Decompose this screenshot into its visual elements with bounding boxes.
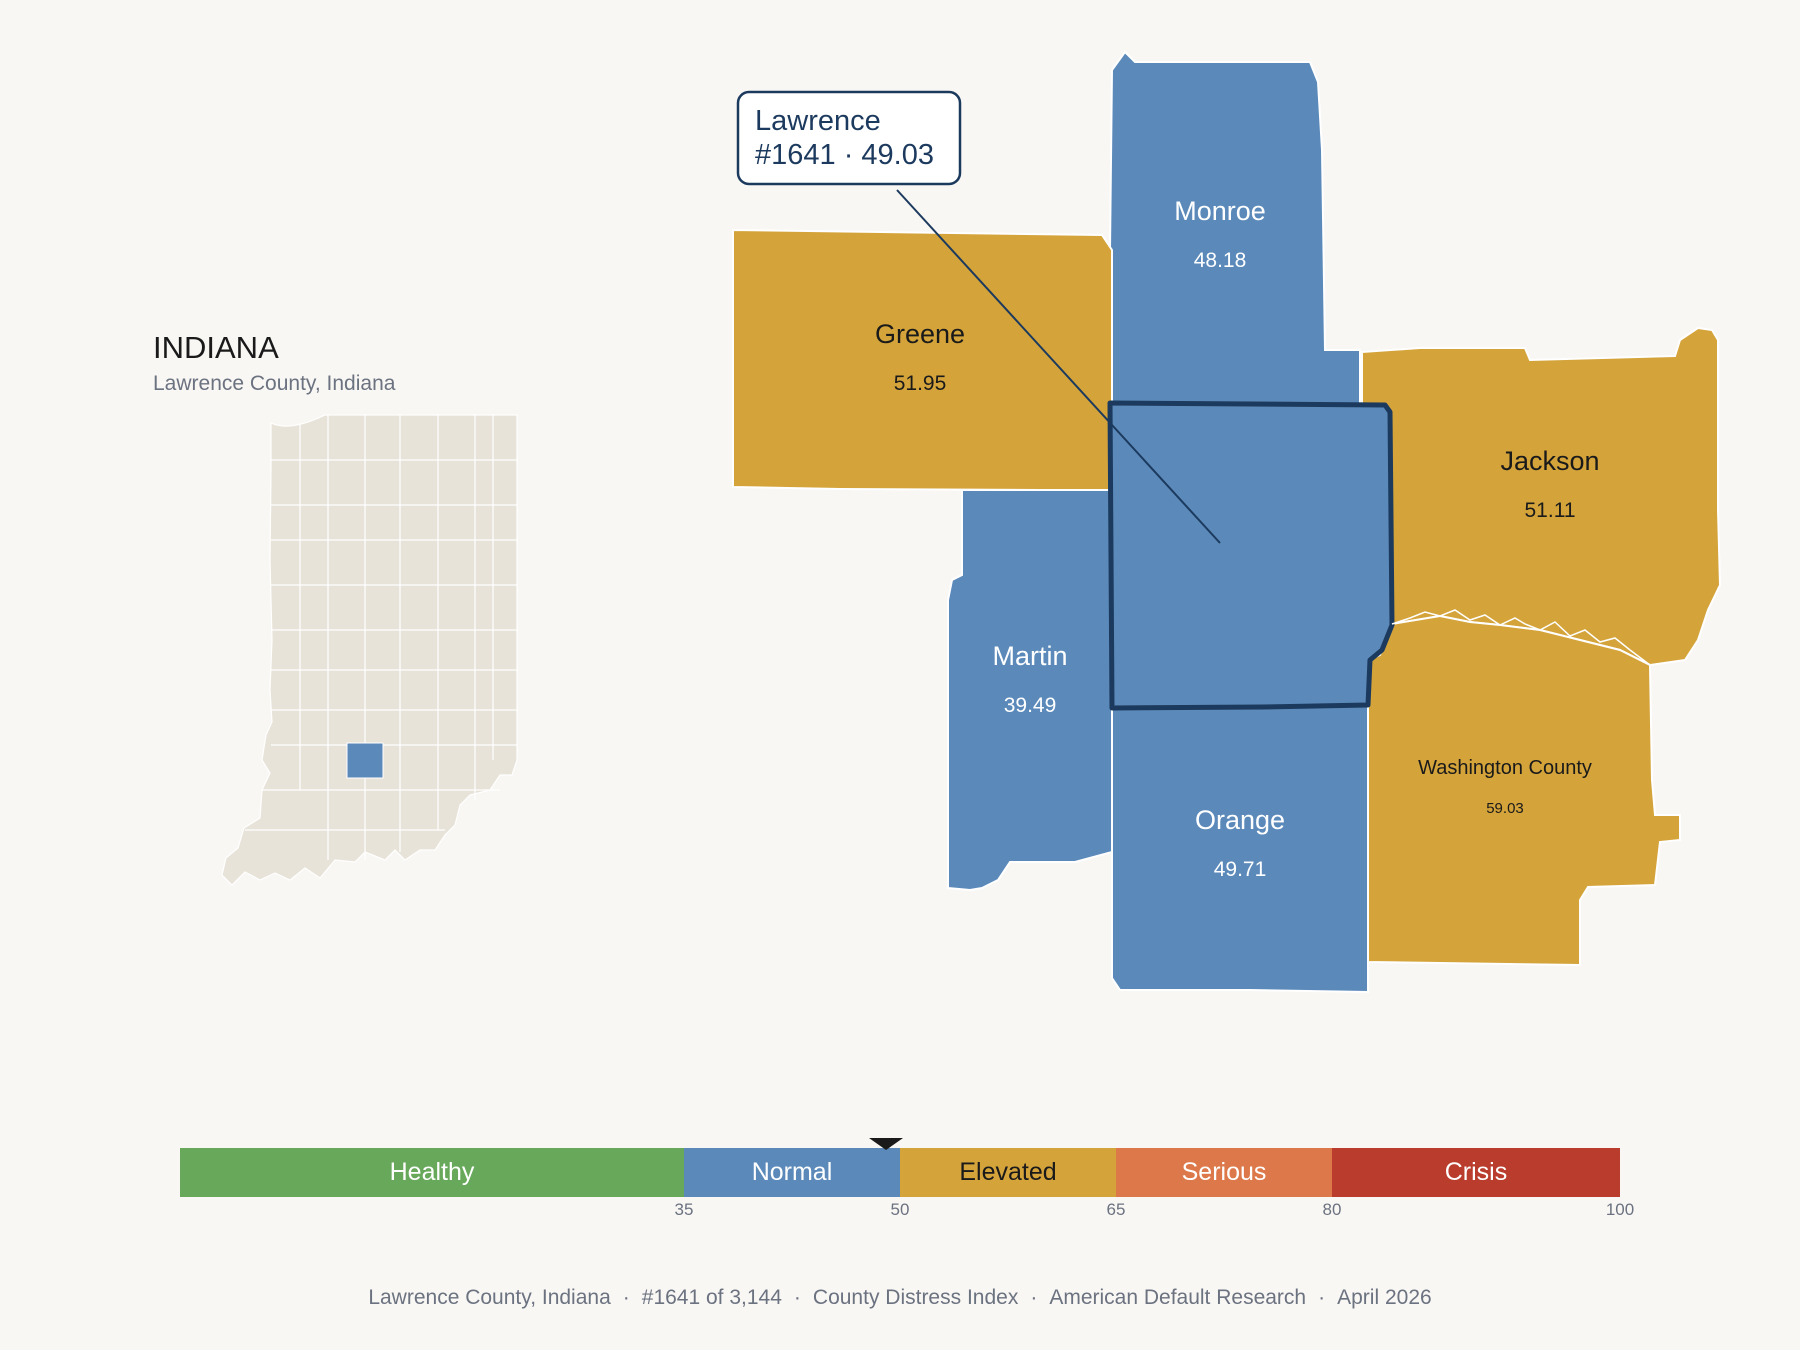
indiana-state-shape [221, 414, 518, 886]
county-labels: Monroe 48.18 Greene 51.95 Jackson 51.11 … [875, 196, 1600, 881]
legend-band-crisis [1332, 1148, 1620, 1197]
distress-legend: Healthy Normal Elevated Serious Crisis 35 50 65… [180, 1138, 1634, 1219]
legend-tick-label: 35 [675, 1200, 694, 1219]
inset-county-borders [245, 415, 517, 860]
legend-tick-label: 65 [1107, 1200, 1126, 1219]
county-map [732, 50, 1722, 994]
county-monroe-shape[interactable] [1109, 50, 1361, 406]
county-value-greene: 51.95 [894, 372, 947, 395]
county-jackson-shape[interactable] [1361, 326, 1722, 667]
legend-tick-label: 100 [1606, 1200, 1634, 1219]
callout-county-name: Lawrence [755, 105, 881, 137]
callout-rank-value: #1641 · 49.03 [755, 139, 934, 171]
county-value-orange: 49.71 [1214, 858, 1267, 881]
county-value-monroe: 48.18 [1194, 249, 1247, 272]
county-martin-shape[interactable] [947, 489, 1113, 892]
footer-separator: · [1030, 1286, 1038, 1309]
inset-lawrence-highlight [346, 742, 384, 779]
county-label-martin: Martin [992, 641, 1067, 671]
legend-tick-label: 50 [891, 1200, 910, 1219]
callout-box [736, 90, 962, 186]
county-border-jackson-washington [1391, 609, 1651, 666]
indiana-inset-map [221, 414, 518, 886]
county-label-jackson: Jackson [1500, 446, 1599, 476]
footer-index-name: County Distress Index [812, 1286, 1019, 1309]
legend-band-label: Healthy [390, 1158, 475, 1186]
footer-separator: · [793, 1286, 801, 1309]
county-label-orange: Orange [1195, 805, 1285, 835]
county-lawrence-shape[interactable] [1107, 400, 1395, 711]
legend-band-label: Normal [752, 1158, 833, 1186]
inset-state-title: INDIANA [153, 330, 279, 365]
legend-band-label: Elevated [959, 1158, 1056, 1186]
county-label-washington: Washington County [1418, 757, 1592, 779]
legend-band-label: Crisis [1445, 1158, 1508, 1186]
footer-date: April 2026 [1337, 1286, 1432, 1309]
inset-county-subtitle: Lawrence County, Indiana [153, 372, 396, 395]
county-value-martin: 39.49 [1004, 694, 1057, 717]
county-label-monroe: Monroe [1174, 196, 1266, 226]
legend-band-normal [684, 1148, 900, 1197]
county-value-washington: 59.03 [1486, 800, 1524, 817]
footer: Lawrence County, Indiana · #1641 of 3,144 ·… [0, 1286, 1800, 1310]
legend-band-label: Serious [1182, 1158, 1267, 1186]
county-greene-shape[interactable] [732, 228, 1113, 491]
county-washington-shape[interactable] [1367, 614, 1681, 967]
lawrence-callout: Lawrence #1641 · 49.03 [736, 90, 1221, 544]
county-orange-shape[interactable] [1111, 704, 1369, 994]
legend-current-marker [869, 1138, 904, 1150]
legend-band-healthy [180, 1148, 684, 1197]
county-label-greene: Greene [875, 319, 965, 349]
county-value-jackson: 51.11 [1525, 499, 1576, 522]
legend-band-elevated [900, 1148, 1116, 1197]
footer-rank: #1641 of 3,144 [641, 1286, 782, 1309]
footer-separator: · [622, 1286, 630, 1309]
callout-leader-line [896, 189, 1221, 544]
footer-separator: · [1318, 1286, 1326, 1309]
footer-location: Lawrence County, Indiana [368, 1286, 611, 1309]
footer-source: American Default Research [1049, 1286, 1307, 1309]
legend-tick-label: 80 [1323, 1200, 1342, 1219]
legend-band-serious [1116, 1148, 1332, 1197]
